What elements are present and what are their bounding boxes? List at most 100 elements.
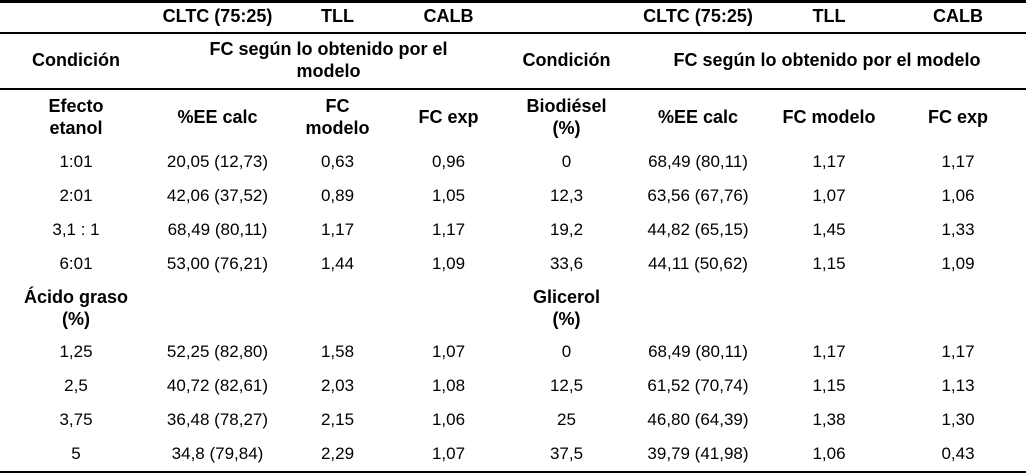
empty-header-cell [505, 1, 628, 34]
table-cell: 2,29 [320, 443, 355, 463]
table-cell: 1,30 [941, 410, 975, 430]
table-cell: 3,1 : 1 [52, 220, 100, 240]
table-cell: 3,75 [59, 410, 93, 430]
table-cell: 1,09 [431, 254, 466, 274]
table-cell: 1,06 [431, 410, 466, 430]
section-row: Ácido graso (%) Glicerol (%) [0, 282, 1026, 336]
column-header-tll-right: TLL [768, 1, 890, 34]
table-cell: 2,5 [64, 376, 88, 396]
column-header-cltc-left: CLTC (75:25) [152, 1, 283, 34]
table-cell: 37,5 [549, 443, 584, 463]
table-cell: 61,52 (70,74) [647, 376, 749, 396]
table-cell: 2,03 [320, 376, 355, 396]
table-cell: 1,45 [812, 220, 846, 240]
table-row: 2,5 40,72 (82,61) 2,03 1,08 12,5 61,52 (… [0, 370, 1026, 404]
table-cell: 1,07 [431, 443, 466, 463]
condition-header-right: Condición [505, 32, 628, 90]
table-cell: 1,17 [941, 152, 975, 172]
subcolumn-header-row: Efecto etanol %EE calc FC modelo FC exp … [0, 89, 1026, 146]
table-row: 3,75 36,48 (78,27) 2,15 1,06 25 46,80 (6… [0, 404, 1026, 438]
table-cell: 52,25 (82,80) [166, 342, 269, 362]
table-cell: 0,43 [941, 443, 975, 463]
table-cell: 44,11 (50,62) [648, 254, 748, 274]
table-cell: 1,05 [431, 186, 466, 206]
table-cell: 1,06 [941, 186, 975, 206]
table-cell: 0,96 [431, 152, 466, 172]
table-cell: 68,49 (80,11) [167, 220, 268, 240]
table-cell: 1,17 [320, 220, 355, 240]
table-cell: 20,05 (12,73) [166, 152, 269, 172]
column-header-efecto-etanol: Efecto etanol [48, 95, 104, 138]
section-label-glicerol: Glicerol (%) [532, 286, 601, 329]
table-cell: 12,3 [549, 186, 584, 206]
column-header-tll-left: TLL [283, 1, 392, 34]
condition-header-row: Condición FC según lo obtenido por el mo… [0, 32, 1026, 90]
table-row: 5 34,8 (79,84) 2,29 1,07 37,5 39,79 (41,… [0, 438, 1026, 472]
table-cell: 1,25 [59, 342, 93, 362]
table-cell: 0 [561, 152, 572, 172]
table-cell: 1,13 [941, 376, 975, 396]
table-cell: 44,82 (65,15) [647, 220, 749, 240]
table-cell: 1,09 [941, 254, 975, 274]
table-cell: 1,17 [812, 342, 846, 362]
section-label-acido-graso: Ácido graso (%) [23, 286, 129, 329]
column-header-biodiesel: Biodiésel (%) [526, 95, 607, 138]
table-cell [283, 282, 392, 336]
table-cell: 36,48 (78,27) [166, 410, 269, 430]
table-cell [628, 282, 768, 336]
table-cell: 25 [557, 410, 576, 430]
column-header-fc-modelo-right: FC modelo [782, 106, 876, 127]
table-cell: 63,56 (67,76) [647, 186, 749, 206]
table-cell: 12,5 [549, 376, 584, 396]
column-header-cltc-right: CLTC (75:25) [628, 1, 768, 34]
fc-model-header-right: FC según lo obtenido por el modelo [628, 32, 1026, 90]
column-header-fc-modelo-left: FC modelo [305, 95, 370, 138]
table-row: 1:01 20,05 (12,73) 0,63 0,96 0 68,49 (80… [0, 146, 1026, 180]
enzyme-header-row: CLTC (75:25) TLL CALB CLTC (75:25) TLL C… [0, 1, 1026, 34]
condition-header-left: Condición [0, 32, 152, 90]
table-cell: 33,6 [549, 254, 584, 274]
table-cell: 1,15 [812, 254, 846, 274]
fc-model-header-left: FC según lo obtenido por el modelo [152, 32, 505, 90]
table-cell: 19,2 [549, 220, 584, 240]
table-cell: 1,38 [812, 410, 846, 430]
table-cell: 2,15 [320, 410, 355, 430]
table-cell [768, 282, 890, 336]
column-header-fc-exp-left: FC exp [418, 106, 479, 127]
table-cell: 68,49 (80,11) [648, 342, 748, 362]
table-cell: 5 [71, 443, 81, 463]
table-header: CLTC (75:25) TLL CALB CLTC (75:25) TLL C… [0, 1, 1026, 146]
table-cell: 2:01 [59, 186, 93, 206]
table-row: 2:01 42,06 (37,52) 0,89 1,05 12,3 63,56 … [0, 180, 1026, 214]
table-cell: 40,72 (82,61) [166, 376, 269, 396]
table-cell: 42,06 (37,52) [166, 186, 269, 206]
table-cell: 1,44 [320, 254, 355, 274]
table-cell: 68,49 (80,11) [648, 152, 748, 172]
table-cell: 1,07 [812, 186, 846, 206]
table-cell: 1,33 [941, 220, 975, 240]
table-cell [392, 282, 505, 336]
table-cell: 34,8 (79,84) [171, 443, 264, 463]
table-row: 1,25 52,25 (82,80) 1,58 1,07 0 68,49 (80… [0, 336, 1026, 370]
table-cell: 1,07 [431, 342, 466, 362]
table-cell: 46,80 (64,39) [647, 410, 749, 430]
column-header-ee-calc-right: %EE calc [657, 106, 739, 127]
column-header-ee-calc-left: %EE calc [177, 106, 258, 127]
table-cell: 1,15 [812, 376, 846, 396]
table-body: 1:01 20,05 (12,73) 0,63 0,96 0 68,49 (80… [0, 146, 1026, 472]
empty-header-cell [0, 1, 152, 34]
table-cell: 1,06 [812, 443, 846, 463]
table-cell: 0,89 [320, 186, 355, 206]
table-cell [890, 282, 1026, 336]
table-cell: 1,17 [812, 152, 846, 172]
table-cell [152, 282, 283, 336]
table-cell: 53,00 (76,21) [166, 254, 269, 274]
table-cell: 1,58 [320, 342, 355, 362]
table-cell: 1,08 [431, 376, 466, 396]
table-cell: 0 [561, 342, 572, 362]
table-cell: 0,63 [320, 152, 355, 172]
table-cell: 6:01 [59, 254, 93, 274]
table-cell: 1,17 [431, 220, 466, 240]
